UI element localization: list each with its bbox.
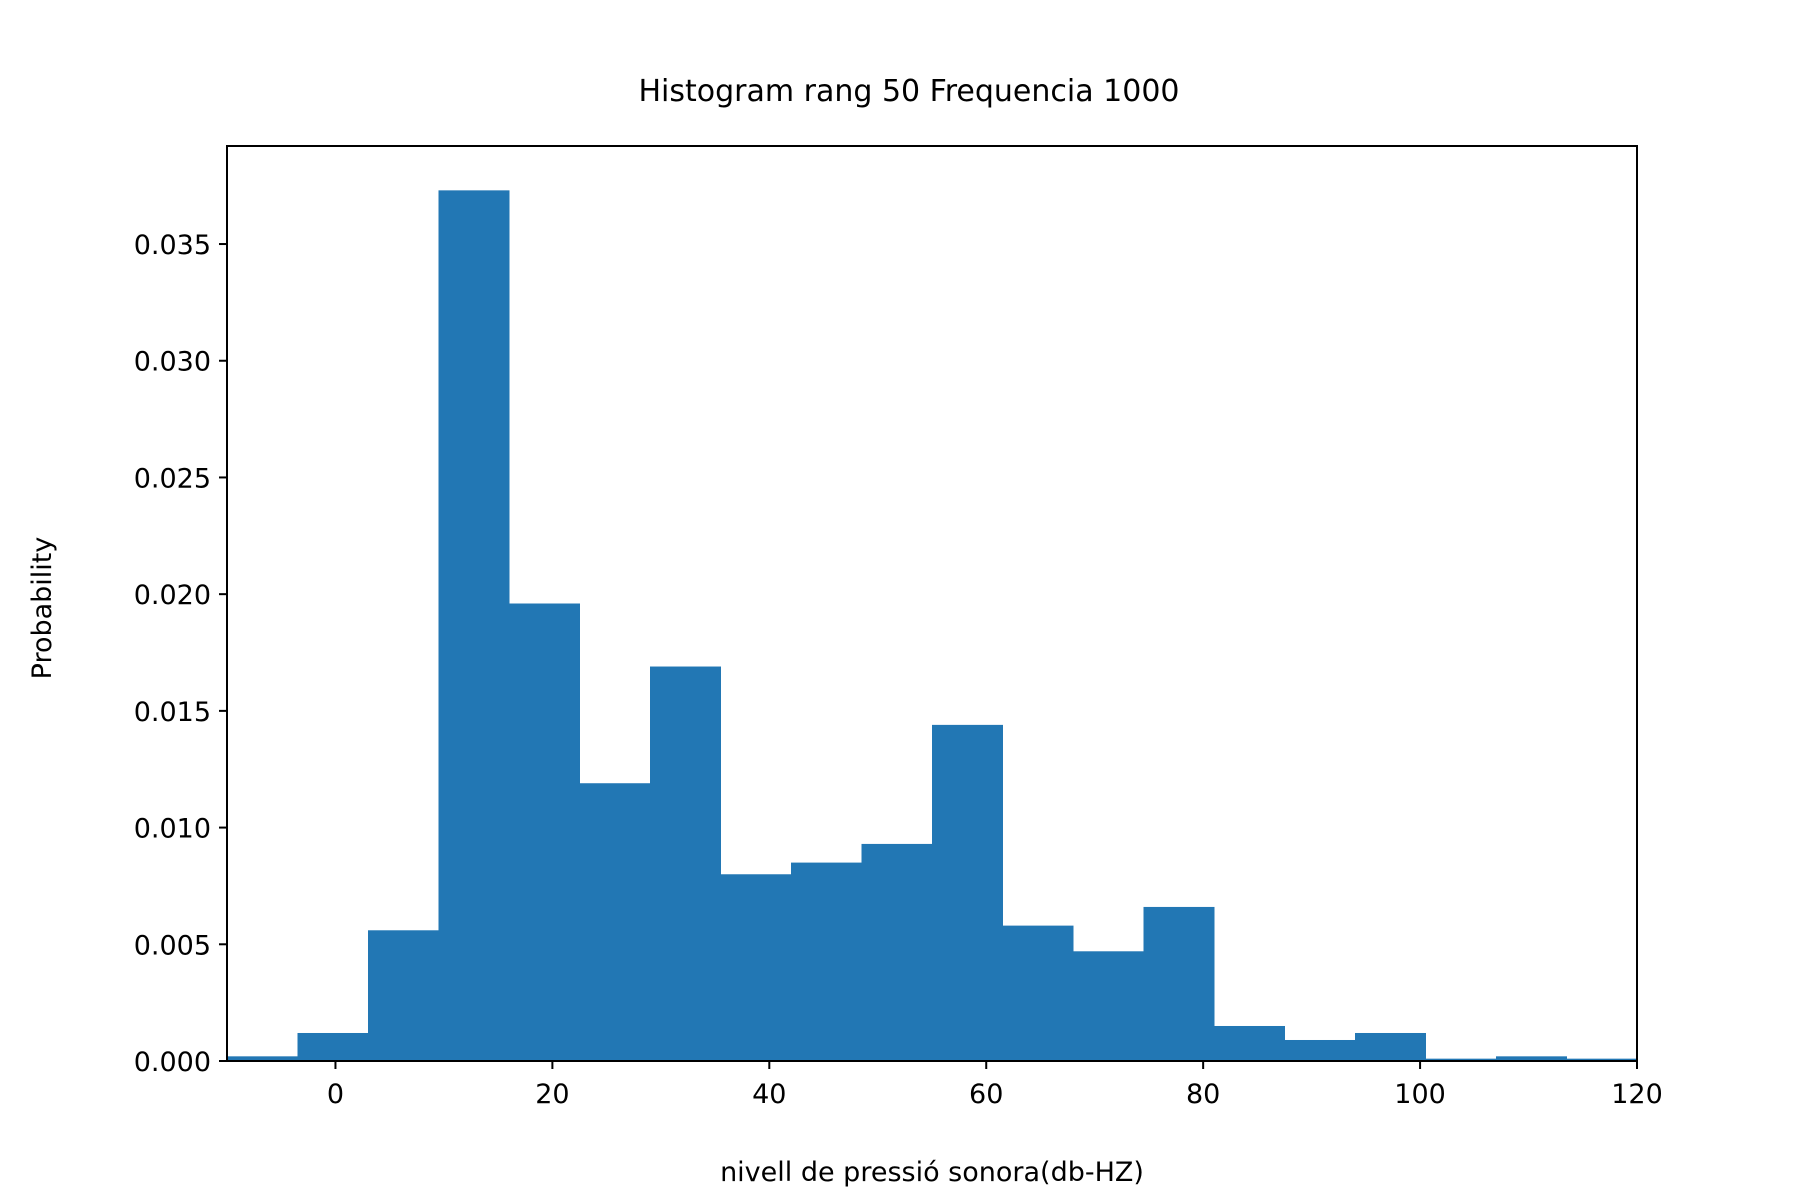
y-axis-ticks: 0.000 0.005 0.010 0.015 0.020 0.025 0.030 0.035	[134, 230, 227, 1078]
histogram-bar	[1073, 951, 1144, 1061]
histogram-bar	[861, 843, 933, 1061]
histogram-bar	[791, 862, 862, 1061]
x-tick-label: 40	[752, 1079, 786, 1110]
x-axis-ticks: 0 20 40 60 80 100 120	[327, 1061, 1663, 1110]
y-tick-label: 0.010	[134, 814, 211, 845]
x-tick-label: 80	[1186, 1079, 1220, 1110]
y-tick-label: 0.000	[134, 1047, 211, 1078]
y-tick-label: 0.015	[134, 697, 211, 728]
histogram-bar	[509, 603, 580, 1061]
y-tick-label: 0.025	[134, 463, 211, 494]
histogram-bar	[1284, 1039, 1356, 1061]
histogram-bar	[1214, 1025, 1285, 1061]
histogram-bar	[1566, 1058, 1638, 1061]
y-axis-label: Probability	[27, 537, 58, 680]
plot-frame	[226, 145, 1638, 1062]
y-tick-label: 0.020	[134, 580, 211, 611]
histogram-bar	[1496, 1056, 1567, 1061]
y-tick-label: 0.035	[134, 230, 211, 261]
histogram-bar	[368, 930, 439, 1061]
y-tick-label: 0.030	[134, 347, 211, 378]
x-tick-label: 100	[1394, 1079, 1446, 1110]
x-tick-label: 120	[1611, 1079, 1663, 1110]
x-tick-label: 60	[969, 1079, 1003, 1110]
chart-title: Histogram rang 50 Frequencia 1000	[638, 74, 1179, 109]
histogram-bar	[1143, 906, 1215, 1061]
histogram-bar	[932, 724, 1003, 1061]
histogram-bar	[1355, 1032, 1426, 1061]
histogram-bar	[720, 874, 792, 1061]
y-tick-label: 0.005	[134, 930, 211, 961]
histogram-bar	[297, 1032, 369, 1061]
histogram-bar	[1425, 1058, 1497, 1061]
x-tick-label: 0	[327, 1079, 344, 1110]
histogram-bar	[438, 190, 510, 1061]
histogram-bar	[579, 783, 651, 1061]
x-axis-label: nivell de pressió sonora(db-HZ)	[720, 1157, 1144, 1188]
histogram-bar	[1002, 925, 1074, 1061]
histogram-bar	[227, 1056, 298, 1061]
bars-group	[227, 190, 1638, 1061]
x-tick-label: 20	[535, 1079, 569, 1110]
histogram-bar	[650, 666, 721, 1061]
